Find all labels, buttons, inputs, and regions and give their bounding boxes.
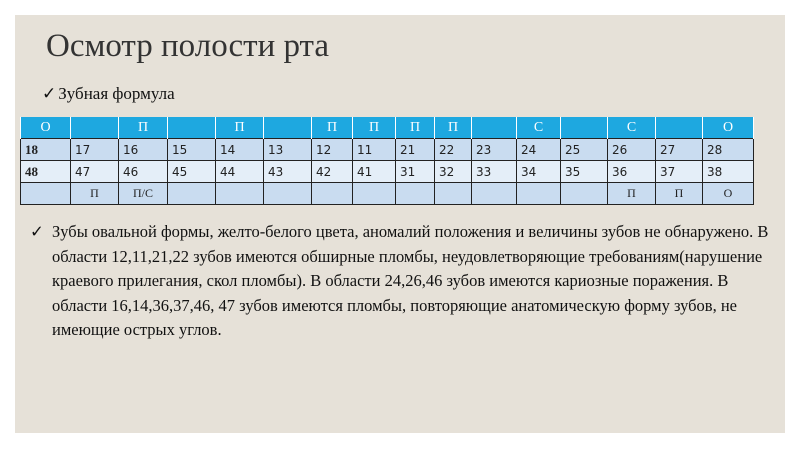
table-cell: 42 (311, 160, 353, 183)
table-cell: 43 (263, 160, 312, 183)
table-cell: 15 (167, 138, 216, 161)
table-cell: П (655, 182, 703, 205)
table-cell: 17 (70, 138, 119, 161)
checkmark-icon: ✓ (42, 84, 57, 103)
table-cell: 38 (702, 160, 754, 183)
table-cell: 28 (702, 138, 754, 161)
table-cell: П (352, 117, 396, 139)
table-cell: 36 (607, 160, 656, 183)
table-cell: 11 (352, 138, 396, 161)
table-cell: П (118, 117, 168, 139)
description: ✓ Зубы овальной формы, желто-белого цвета… (30, 220, 774, 343)
table-cell: 18 (20, 138, 71, 161)
table-cell: О (702, 182, 754, 205)
table-cell: 27 (655, 138, 703, 161)
table-cell: 24 (516, 138, 561, 161)
table-cell: С (607, 117, 656, 139)
table-cell: О (702, 117, 754, 139)
table-cell: 37 (655, 160, 703, 183)
table-cell (215, 182, 264, 205)
table-cell: 45 (167, 160, 216, 183)
table-cell: С (516, 117, 561, 139)
table-cell: 41 (352, 160, 396, 183)
table-cell: 31 (395, 160, 435, 183)
table-cell (167, 182, 216, 205)
description-text: Зубы овальной формы, желто-белого цвета,… (52, 222, 769, 339)
table-cell: П (311, 117, 353, 139)
table-cell: 34 (516, 160, 561, 183)
table-cell: 26 (607, 138, 656, 161)
table-cell: 16 (118, 138, 168, 161)
table-cell: 22 (434, 138, 472, 161)
table-cell (516, 182, 561, 205)
table-cell: 47 (70, 160, 119, 183)
table-cell: 48 (20, 160, 71, 183)
table-cell: П (434, 117, 472, 139)
table-cell (655, 117, 703, 139)
table-cell (263, 182, 312, 205)
table-cell: 13 (263, 138, 312, 161)
table-cell: 12 (311, 138, 353, 161)
checkmark-icon: ✓ (30, 222, 44, 241)
table-cell (70, 117, 119, 139)
table-row: 48 47 46 45 44 43 42 41 31 32 33 34 35 36 37 38 (20, 160, 754, 183)
table-cell: 25 (560, 138, 608, 161)
table-cell (560, 182, 608, 205)
table-cell (263, 117, 312, 139)
table-cell (167, 117, 216, 139)
table-cell: 35 (560, 160, 608, 183)
table-cell (352, 182, 396, 205)
table-cell (395, 182, 435, 205)
table-cell: П/С (118, 182, 168, 205)
table-cell: 33 (471, 160, 517, 183)
table-cell (471, 182, 517, 205)
table-cell: О (20, 117, 71, 139)
table-cell: 32 (434, 160, 472, 183)
table-row: 18 17 16 15 14 13 12 11 21 22 23 24 25 26 27 28 (20, 138, 754, 161)
table-cell: 21 (395, 138, 435, 161)
table-cell: П (607, 182, 656, 205)
table-cell: 14 (215, 138, 264, 161)
table-cell: 46 (118, 160, 168, 183)
page-title: Осмотр полости рта (46, 28, 330, 64)
table-cell (434, 182, 472, 205)
dental-formula-table: О П П П П П П С С О 18 17 16 15 14 13 12 11 21 22 23 24 25 26 27… (20, 117, 754, 205)
table-cell (20, 182, 71, 205)
table-cell (311, 182, 353, 205)
table-cell: П (215, 117, 264, 139)
table-cell (560, 117, 608, 139)
table-cell: П (395, 117, 435, 139)
table-cell (471, 117, 517, 139)
subtitle-text: Зубная формула (58, 84, 175, 103)
table-row: П П/С П П О (20, 182, 754, 205)
table-cell: 44 (215, 160, 264, 183)
slide-panel (15, 15, 785, 433)
subtitle: ✓ Зубная формула (42, 84, 175, 104)
table-cell: 23 (471, 138, 517, 161)
table-cell: П (70, 182, 119, 205)
